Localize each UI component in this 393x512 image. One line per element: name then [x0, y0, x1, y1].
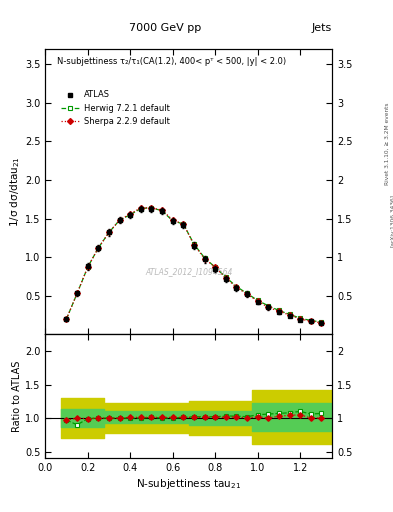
Text: N-subjettiness τ₂/τ₁(CA(1.2), 400< pᵀ < 500, |y| < 2.0): N-subjettiness τ₂/τ₁(CA(1.2), 400< pᵀ < …	[57, 57, 286, 66]
Text: Jets: Jets	[312, 23, 332, 33]
Text: [arXiv:1306.3436]: [arXiv:1306.3436]	[389, 194, 393, 247]
Text: ATLAS_2012_I1094564: ATLAS_2012_I1094564	[145, 267, 232, 276]
X-axis label: N-subjettiness tau$_{21}$: N-subjettiness tau$_{21}$	[136, 477, 241, 492]
Legend: ATLAS, Herwig 7.2.1 default, Sherpa 2.2.9 default: ATLAS, Herwig 7.2.1 default, Sherpa 2.2.…	[58, 87, 173, 129]
Text: Rivet 3.1.10, ≥ 3.2M events: Rivet 3.1.10, ≥ 3.2M events	[385, 102, 389, 185]
Text: 7000 GeV pp: 7000 GeV pp	[129, 23, 201, 33]
Y-axis label: 1/σ dσ/dtau$_{21}$: 1/σ dσ/dtau$_{21}$	[8, 156, 22, 227]
Y-axis label: Ratio to ATLAS: Ratio to ATLAS	[12, 360, 22, 432]
